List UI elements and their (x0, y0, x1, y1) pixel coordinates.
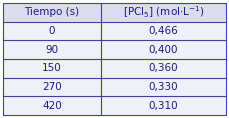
Bar (3, 78, 226, 96)
Text: 0: 0 (49, 26, 55, 36)
Bar (3, 40, 226, 59)
Text: Tiempo (s): Tiempo (s) (25, 7, 80, 17)
Bar (3, 59, 226, 78)
Text: 90: 90 (46, 45, 59, 55)
Text: 0,310: 0,310 (149, 101, 178, 111)
Text: 0,330: 0,330 (149, 82, 178, 92)
Text: $[\mathrm{PCl_5}]\ (\mathrm{mol{\cdot}L^{-1}})$: $[\mathrm{PCl_5}]\ (\mathrm{mol{\cdot}L^… (123, 4, 204, 20)
Bar (3, 96, 226, 115)
Text: 0,360: 0,360 (149, 63, 178, 73)
Text: 270: 270 (42, 82, 62, 92)
Bar (3, 22, 226, 40)
Text: 420: 420 (42, 101, 62, 111)
Bar (3, 3, 226, 22)
Text: 150: 150 (42, 63, 62, 73)
Text: 0,400: 0,400 (149, 45, 178, 55)
Text: 0,466: 0,466 (149, 26, 178, 36)
